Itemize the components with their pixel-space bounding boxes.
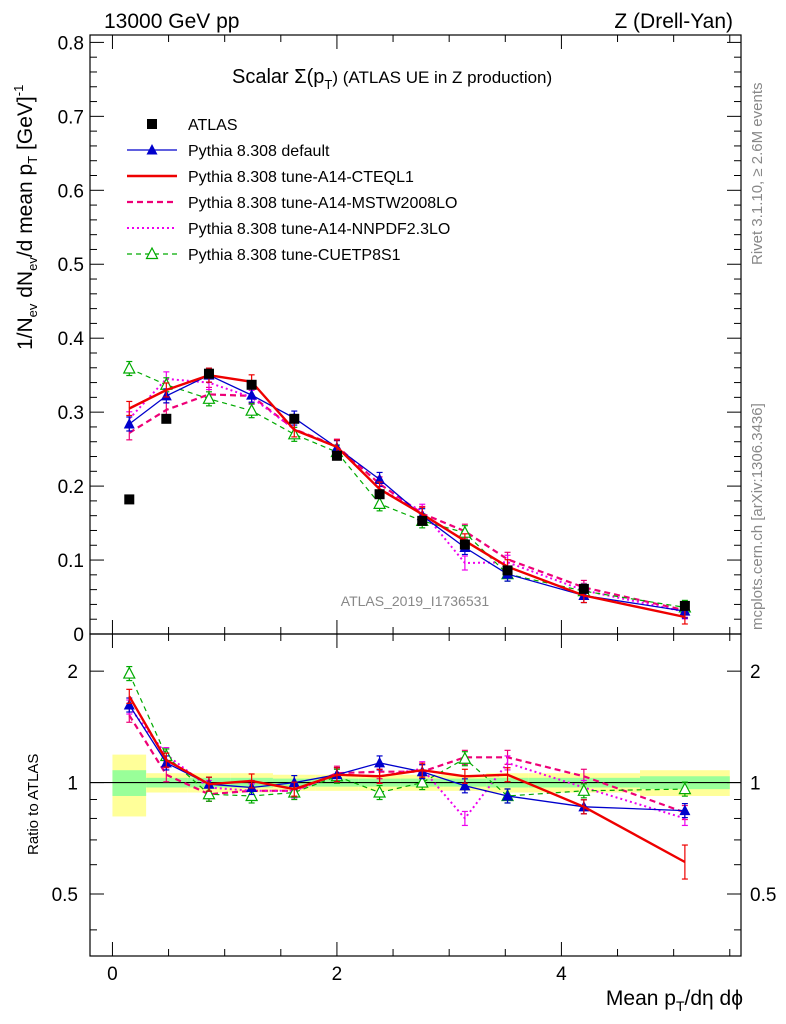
point-atlas xyxy=(246,379,257,390)
point-cuetp8s1 xyxy=(122,361,136,374)
ratio-point-default xyxy=(679,804,691,816)
series-line-nnpdf xyxy=(128,377,686,613)
axis-ticks: 0.1 0.2 0.3 0.4 0.5 0.6 0.7 0.8 0 0.5 0.5 1 1 2 2 0 2 4 xyxy=(52,33,777,985)
series-line-default xyxy=(128,374,685,612)
main-y-tick-label: 0.1 xyxy=(58,551,84,572)
main-y-tick-label: 0.4 xyxy=(58,329,85,350)
legend-entry-cteql1: Pythia 8.308 tune-A14-CTEQL1 xyxy=(127,169,414,186)
point-atlas xyxy=(331,450,342,461)
main-y-tick-label: 0.2 xyxy=(58,477,84,498)
plot-title: Scalar Σ(pT) (ATLAS UE in Z production) xyxy=(232,66,552,92)
ratio-y-tick-label: 1 xyxy=(67,774,78,795)
x-tick-label: 0 xyxy=(107,964,118,985)
main-series-cteql1 xyxy=(126,367,688,625)
ratio-point-cuetp8s1 xyxy=(458,751,472,764)
ratio-point-default xyxy=(459,779,471,791)
plot-title-suffix: ) (ATLAS UE in Z production) xyxy=(332,68,552,87)
legend-entry-nnpdf: Pythia 8.308 tune-A14-NNPDF2.3LO xyxy=(127,221,450,238)
mcplots-label: mcplots.cern.ch [arXiv:1306.3436] xyxy=(749,403,766,630)
point-atlas xyxy=(161,413,172,424)
plot-title-sub: T xyxy=(324,77,332,92)
main-y-tick-label: 0.5 xyxy=(58,255,84,276)
main-series-atlas xyxy=(124,368,690,611)
legend-marker-default xyxy=(146,144,158,155)
ratio-point-cuetp8s1 xyxy=(415,775,429,788)
main-y-zero-label: 0 xyxy=(73,625,84,646)
y-axis-title-ratio: Ratio to ATLAS xyxy=(25,754,42,855)
point-atlas xyxy=(203,368,214,379)
point-atlas xyxy=(417,515,428,526)
series-line-cteql1 xyxy=(128,373,686,619)
legend-swatch-atlas xyxy=(147,119,157,129)
x-tick-label: 2 xyxy=(332,964,343,985)
point-default xyxy=(246,389,258,400)
ratio-series-mstw xyxy=(126,707,688,821)
legend: ATLAS Pythia 8.308 default Pythia 8.308 tu… xyxy=(127,117,457,264)
plot-title-prefix: Scalar Σ(p xyxy=(232,66,324,88)
ratio-line-cuetp8s1 xyxy=(128,673,685,797)
main-y-tick-label: 0.8 xyxy=(58,33,84,54)
ratio-point-default xyxy=(502,789,514,801)
ratio-y-tick-label-right: 2 xyxy=(750,662,761,683)
point-cuetp8s1 xyxy=(373,496,387,509)
point-cuetp8s1 xyxy=(202,391,216,404)
ratio-series-lines xyxy=(122,665,692,880)
legend-label-cuetp8s1: Pythia 8.308 tune-CUETP8S1 xyxy=(188,247,401,264)
x-tick-label: 4 xyxy=(556,964,567,985)
main-y-tick-label: 0.6 xyxy=(58,181,84,202)
legend-label-default: Pythia 8.308 default xyxy=(188,143,330,160)
main-y-tick-label: 0.3 xyxy=(58,403,84,424)
ratio-y-tick-label-right: 1 xyxy=(750,774,761,795)
ratio-point-cuetp8s1 xyxy=(202,786,216,800)
legend-entry-mstw: Pythia 8.308 tune-A14-MSTW2008LO xyxy=(127,195,457,212)
ratio-line-cteql1 xyxy=(128,695,686,864)
point-default xyxy=(123,417,135,429)
y-axis-title-main: 1/Nev dNev/d mean pT [GeV]-1 xyxy=(11,85,40,350)
analysis-label: ATLAS_2019_I1736531 xyxy=(341,593,490,609)
rivet-label: Rivet 3.1.10, ≥ 2.6M events xyxy=(749,83,766,266)
ratio-point-cuetp8s1 xyxy=(678,781,692,795)
legend-label-mstw: Pythia 8.308 tune-A14-MSTW2008LO xyxy=(188,195,457,212)
ratio-line-mstw xyxy=(128,714,686,814)
header-right: Z (Drell-Yan) xyxy=(614,10,733,33)
point-atlas xyxy=(374,489,385,500)
ratio-point-default xyxy=(374,756,386,768)
ratio-y-tick-label: 2 xyxy=(67,662,78,683)
legend-entry-atlas: ATLAS xyxy=(147,117,238,134)
legend-label-atlas: ATLAS xyxy=(188,117,238,134)
legend-label-cteql1: Pythia 8.308 tune-A14-CTEQL1 xyxy=(188,169,414,186)
legend-marker-cuetp8s1 xyxy=(145,246,159,260)
ratio-y-tick-label-right: 0.5 xyxy=(750,885,776,906)
ratio-y-tick-label: 0.5 xyxy=(52,885,78,906)
point-atlas xyxy=(578,583,589,594)
point-default xyxy=(374,473,386,484)
point-atlas xyxy=(459,539,470,550)
legend-entry-default: Pythia 8.308 default xyxy=(127,143,330,160)
ratio-point-cuetp8s1 xyxy=(122,666,136,679)
ratio-series-cteql1 xyxy=(126,688,688,880)
x-axis-title: Mean pT/dη dϕ xyxy=(606,987,743,1014)
legend-entry-cuetp8s1: Pythia 8.308 tune-CUETP8S1 xyxy=(127,246,401,264)
series-line-mstw xyxy=(128,393,686,612)
legend-label-nnpdf: Pythia 8.308 tune-A14-NNPDF2.3LO xyxy=(188,221,450,238)
ratio-line-nnpdf xyxy=(128,706,686,820)
point-cuetp8s1 xyxy=(245,403,259,416)
header-left: 13000 GeV pp xyxy=(104,10,239,33)
point-atlas xyxy=(289,413,300,424)
main-series-cuetp8s1 xyxy=(122,360,692,615)
point-atlas xyxy=(124,494,135,505)
series-line-cuetp8s1 xyxy=(129,367,685,608)
ratio-series-nnpdf xyxy=(126,699,688,827)
ratio-point-cuetp8s1 xyxy=(245,788,259,802)
point-atlas xyxy=(502,565,513,576)
main-y-tick-label: 0.7 xyxy=(58,107,84,128)
main-series-nnpdf xyxy=(126,371,688,620)
ratio-point-default xyxy=(123,699,135,710)
main-series-lines xyxy=(122,360,692,625)
ratio-point-cuetp8s1 xyxy=(577,783,591,796)
ratio-point-cuetp8s1 xyxy=(373,785,387,798)
ratio-plot-frame xyxy=(89,633,742,957)
point-atlas xyxy=(679,600,690,611)
